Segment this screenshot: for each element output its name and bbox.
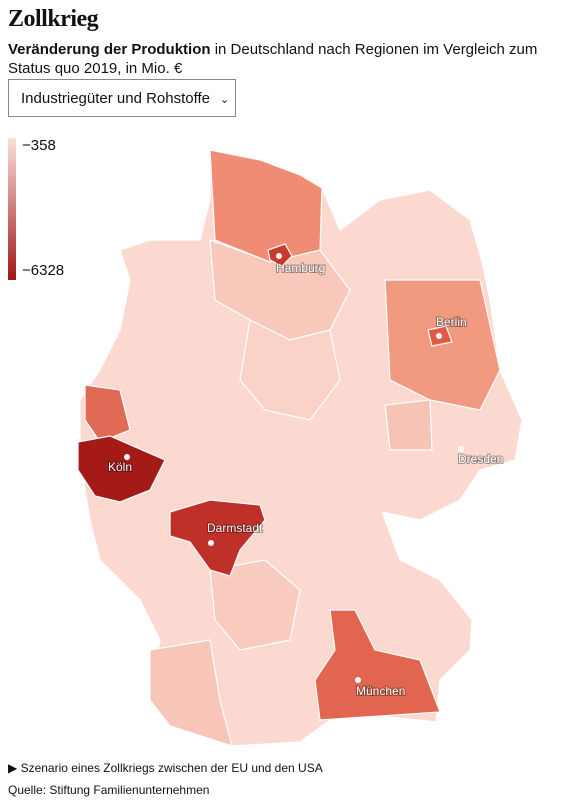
city-dot [276,253,282,259]
city-label: Dresden [458,452,503,466]
city-dots [124,253,464,683]
subtitle-bold: Veränderung der Produktion [8,41,211,58]
legend-max: −6328 [22,262,65,279]
subtitle: Veränderung der Produktion in Deutschlan… [8,40,578,78]
legend-min: −358 [22,137,56,154]
footnote-text: Szenario eines Zollkriegs zwischen der E… [20,761,323,775]
city-label: Berlin [436,315,467,329]
city-dot [208,540,214,546]
city-dot [458,446,464,452]
footnote[interactable]: ▶ Szenario eines Zollkriegs zwischen der… [8,761,323,775]
region [77,435,166,503]
city-label: München [356,684,405,698]
city-label: Köln [108,460,132,474]
region [84,384,131,443]
region [384,279,501,411]
legend-gradient [8,138,16,280]
region [209,149,323,263]
region [384,399,433,451]
regions [77,149,523,747]
title: Zollkrieg [8,6,99,32]
region [314,609,441,721]
city-dot [355,677,361,683]
city-label: Hamburg [276,261,325,275]
region [209,559,301,651]
caret: ⌄ [220,94,230,106]
region [149,639,233,747]
subtitle-text: in Deutschland nach Regionen im Vergleic… [8,41,538,77]
dropdown-label: Industriegüter und Rohstoffe [21,90,211,107]
source: Quelle: Stiftung Familienunternehmen [8,783,210,797]
city-dot [124,454,130,460]
triangle: ▶ [8,761,21,775]
region [169,499,266,577]
city-label: Darmstadt [207,521,263,535]
dropdown[interactable]: Industriegüter und Rohstoffe ⌄ [8,79,236,117]
city-dot [436,333,442,339]
region [239,319,341,421]
